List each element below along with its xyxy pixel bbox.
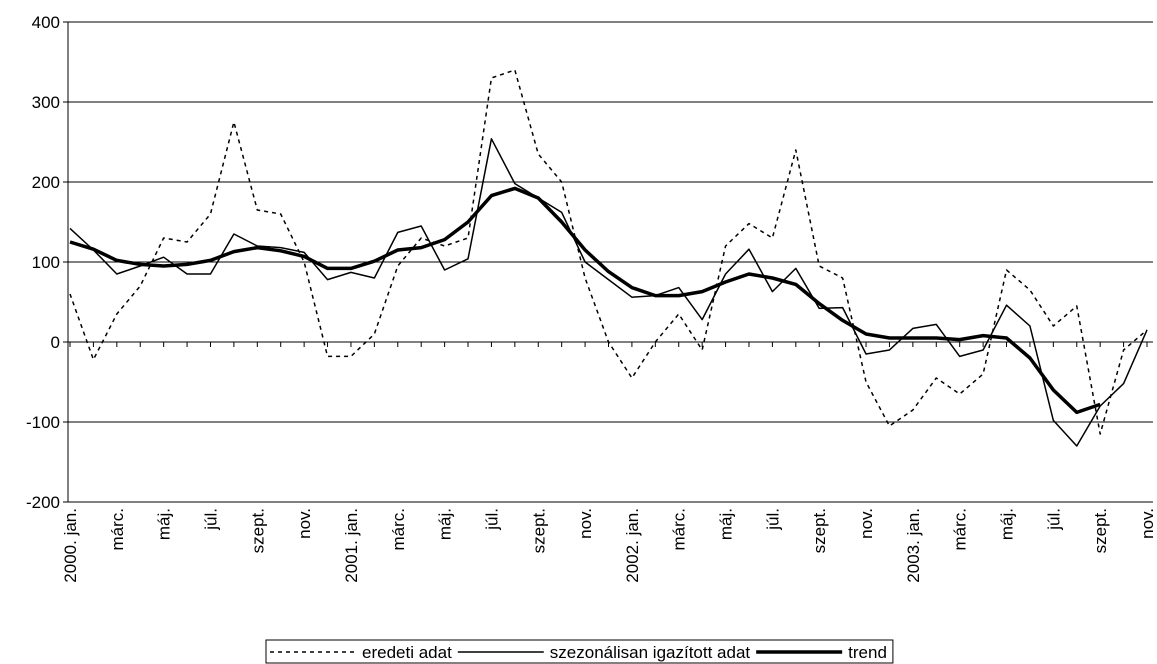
x-tick-label: 2002. jan. xyxy=(623,508,642,583)
x-tick-label: 2003. jan. xyxy=(904,508,923,583)
x-tick-label: máj. xyxy=(155,508,174,540)
series-line xyxy=(69,69,1148,435)
x-tick-label: máj. xyxy=(998,508,1017,540)
x-tick-label: 2000. jan. xyxy=(61,508,80,583)
x-tick-label: szept. xyxy=(1091,508,1110,553)
series-line xyxy=(69,186,1101,415)
x-tick-label: nov. xyxy=(295,508,314,539)
x-tick-label: júl. xyxy=(763,508,782,531)
y-tick-label: 200 xyxy=(32,173,60,192)
legend-label: eredeti adat xyxy=(362,643,452,662)
x-tick-label: szept. xyxy=(529,508,548,553)
x-tick-label: márc. xyxy=(108,508,127,551)
x-tick-label: júl. xyxy=(482,508,501,531)
x-tick-label: szept. xyxy=(810,508,829,553)
x-tick-label: nov. xyxy=(857,508,876,539)
series-line xyxy=(69,138,1148,447)
x-tick-label: márc. xyxy=(951,508,970,551)
legend: eredeti adat szezonálisan igazított adat t… xyxy=(265,639,894,664)
y-tick-label: 400 xyxy=(32,13,60,32)
y-tick-label: 100 xyxy=(32,253,60,272)
x-tick-label: 2001. jan. xyxy=(342,508,361,583)
x-tick-label: szept. xyxy=(248,508,267,553)
x-tick-label: máj. xyxy=(717,508,736,540)
x-tick-label: márc. xyxy=(670,508,689,551)
y-tick-label: 300 xyxy=(32,93,60,112)
y-tick-label: -200 xyxy=(26,493,60,512)
x-tick-label: márc. xyxy=(389,508,408,551)
x-tick-label: júl. xyxy=(201,508,220,531)
x-tick-label: júl. xyxy=(1044,508,1063,531)
legend-label: szezonálisan igazított adat xyxy=(550,643,751,662)
x-tick-label: nov. xyxy=(576,508,595,539)
legend-box xyxy=(265,639,894,664)
x-tick-label: máj. xyxy=(436,508,455,540)
y-tick-label: 0 xyxy=(51,333,60,352)
legend-label: trend xyxy=(848,643,887,662)
x-tick-label: nov. xyxy=(1138,508,1157,539)
y-tick-label: -100 xyxy=(26,413,60,432)
